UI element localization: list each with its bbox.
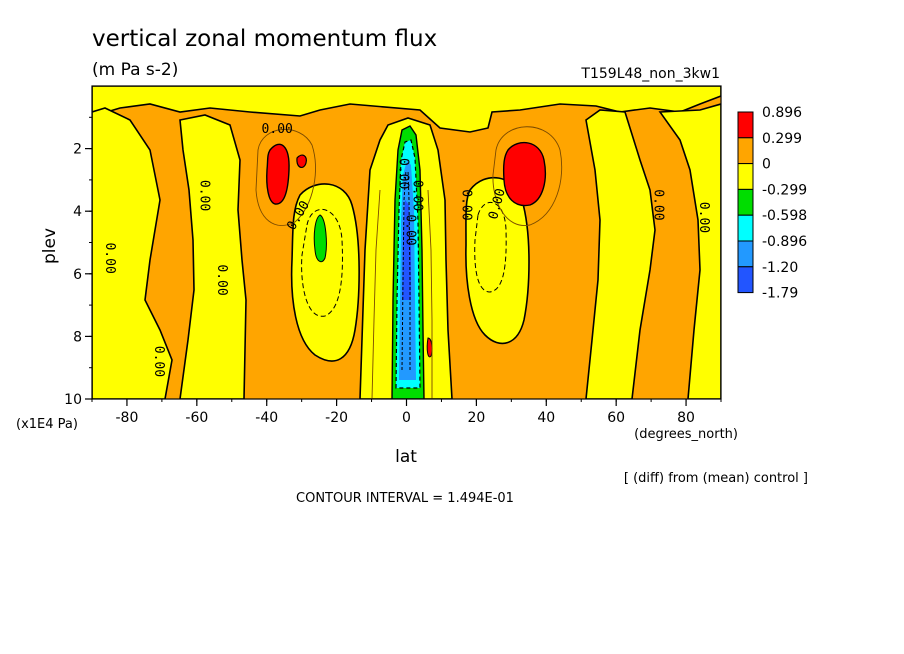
y-tick-label: 6 [73, 267, 82, 283]
region-red-south [266, 143, 290, 205]
region-yellow-north-east [658, 103, 721, 399]
y-axis: 2 4 6 8 10 [64, 116, 92, 408]
colorbar-swatch [737, 214, 754, 242]
region-red-north [502, 141, 547, 207]
y-axis-label: plev [40, 228, 60, 264]
contour-interval: CONTOUR INTERVAL = 1.494E-01 [296, 491, 514, 506]
contour-label: 0.00 [696, 202, 711, 233]
region-deepblue-equator [402, 200, 411, 300]
x-tick-label: -80 [116, 410, 139, 426]
colorbar-label: -1.20 [762, 260, 798, 276]
colorbar-label: 0.896 [762, 105, 802, 121]
dashed-contour-north [474, 201, 507, 293]
chart-title: vertical zonal momentum flux [92, 26, 437, 52]
colorbar-swatch [737, 163, 754, 190]
x-tick-label: 0 [402, 410, 411, 426]
region-yellow-south-midlat [290, 183, 360, 362]
y-tick-label: 10 [64, 392, 82, 408]
contour-label: 0.00 [196, 180, 211, 211]
contour-label: 0.00 [403, 214, 418, 245]
contour-label: 0.00 [151, 346, 166, 377]
y-tick-label: 8 [73, 329, 82, 345]
thin-contour-south [255, 129, 316, 226]
x-tick-label: -60 [185, 410, 208, 426]
thin-contour-equator-north [427, 189, 433, 399]
thin-contour-equator-south [371, 189, 381, 399]
dashed-contour-south [301, 208, 343, 317]
colorbar-label: -0.896 [762, 234, 807, 250]
colorbar-swatch [737, 240, 754, 268]
contour-label: 0.00 [409, 180, 424, 211]
chart-subtitle: (m Pa s-2) [92, 60, 178, 80]
thin-contours [255, 126, 563, 399]
thin-contour-north [492, 126, 563, 226]
region-yellow-north-high [585, 109, 656, 399]
x-axis-label: lat [395, 447, 417, 467]
colorbar-label: 0 [762, 157, 771, 173]
equator-dash-2 [407, 169, 411, 370]
x-tick-label: 40 [537, 410, 555, 426]
contour-labels: 0.000.000.000.000.000.00 0.00 0.00 0.00 0.00… [102, 122, 711, 377]
region-red-south-small [296, 154, 307, 168]
equator-dash-1 [401, 169, 407, 371]
yellow-regions [92, 86, 721, 399]
x-tick-label: -40 [255, 410, 278, 426]
contour-label: 0.00 [102, 242, 117, 273]
x-axis-units: (degrees_north) [634, 427, 738, 442]
contour-label: 0.00 [214, 264, 229, 295]
plot-field [92, 86, 721, 399]
x-tick-label: -20 [325, 410, 348, 426]
x-tick-label: 80 [677, 410, 695, 426]
colorbar-swatch [737, 111, 754, 139]
region-yellow-south-column [179, 114, 247, 399]
contour-label: 0.00 [651, 189, 666, 220]
colorbar-swatch [737, 266, 754, 294]
contour-label: 0.00 [458, 189, 473, 220]
colorbar-label: -1.79 [762, 286, 798, 302]
colorbar-swatch [737, 188, 754, 216]
colorbar-label: -0.598 [762, 208, 807, 224]
region-yellow-west-band [92, 107, 173, 399]
y-tick-label: 2 [73, 142, 82, 158]
colorbar-swatch [737, 137, 754, 165]
colorbar: 0.896 0.299 0 -0.299 -0.598 -0.896 -1.20 -1.79 [737, 105, 807, 302]
contour-label: 0.00 [396, 158, 411, 189]
run-label: T159L48_non_3kw1 [580, 66, 720, 82]
colorbar-label: 0.299 [762, 131, 802, 147]
x-tick-label: 60 [607, 410, 625, 426]
region-red-north-low [426, 337, 433, 358]
colorbar-label: -0.299 [762, 182, 807, 198]
contour-label: 0.00 [262, 122, 293, 137]
x-axis: -80 -60 -40 -20 0 20 40 60 80 [91, 399, 722, 426]
x-tick-label: 20 [467, 410, 485, 426]
y-axis-units: (x1E4 Pa) [16, 417, 78, 432]
region-green-south [313, 214, 327, 263]
diff-note: [ (diff) from (mean) control ] [624, 471, 808, 486]
equator-dash-lines [401, 169, 411, 371]
y-tick-label: 4 [73, 204, 82, 220]
